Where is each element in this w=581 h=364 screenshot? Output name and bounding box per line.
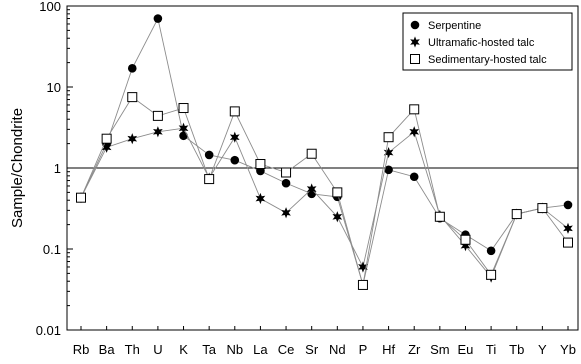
data-point-star <box>563 222 573 234</box>
x-tick-label: Nb <box>226 342 243 357</box>
data-point-open-square <box>306 148 317 159</box>
data-point-circle <box>384 165 393 175</box>
series-line <box>80 127 569 278</box>
y-axis-title: Sample/Chondrite <box>9 108 26 228</box>
x-tick-label: Ta <box>202 342 217 357</box>
x-tick-label: Ba <box>99 342 116 357</box>
legend-marker-circle <box>410 20 420 30</box>
x-tick-label: La <box>253 342 268 357</box>
y-axis: 0.01 0.1 1 10 100 <box>36 0 73 338</box>
data-point-star <box>153 126 163 138</box>
data-point-star <box>281 207 291 219</box>
y-tick-label: 1 <box>54 161 61 176</box>
x-tick-label: Nd <box>329 342 346 357</box>
data-point-star <box>127 133 138 145</box>
data-point-star <box>409 126 420 138</box>
x-tick-label: Th <box>125 342 140 357</box>
legend-marker-open-square <box>410 54 420 64</box>
data-point-open-square <box>332 187 343 198</box>
series-open-square <box>76 92 573 290</box>
data-point-circle <box>230 155 240 165</box>
legend-label: Ultramafic-hosted talc <box>428 37 535 49</box>
data-point-circle <box>179 131 188 141</box>
legend-marker-star <box>410 36 420 48</box>
data-point-star <box>383 146 394 159</box>
data-point-star <box>101 141 112 153</box>
data-point-open-square <box>101 133 112 144</box>
x-tick-label: Sm <box>430 342 450 357</box>
data-point-open-square <box>383 132 394 143</box>
data-point-open-square <box>409 104 420 115</box>
x-tick-label: Hf <box>382 342 395 357</box>
data-point-circle <box>409 172 419 182</box>
data-point-open-square <box>486 269 497 280</box>
data-point-circle <box>127 64 137 73</box>
legend-label: Sedimentary-hosted talc <box>428 54 547 66</box>
x-tick-label: Rb <box>73 342 90 357</box>
y-tick-label: 10 <box>47 80 61 95</box>
data-point-star <box>229 131 240 143</box>
data-point-open-square <box>229 106 240 117</box>
x-tick-label: Y <box>538 342 547 357</box>
data-point-open-square <box>563 237 573 248</box>
data-point-open-square <box>178 103 189 114</box>
data-point-circle <box>281 178 291 188</box>
x-tick-label: Ce <box>278 342 295 357</box>
data-point-circle <box>153 14 163 23</box>
data-point-open-square <box>537 203 548 214</box>
x-tick-label: Yb <box>560 342 576 357</box>
data-point-open-square <box>152 110 163 121</box>
y-tick-label: 0.01 <box>36 323 61 338</box>
y-tick-label: 0.1 <box>43 242 61 257</box>
data-point-circle <box>486 246 496 256</box>
x-tick-label: K <box>179 342 188 357</box>
data-point-open-square <box>511 209 522 220</box>
data-point-star <box>332 211 343 223</box>
x-axis: Rb Ba Th U K Ta Nb La Ce Sr Nd P Hf Zr Sm Eu Ti Tb Y Yb <box>73 326 576 357</box>
x-tick-label: Zr <box>408 342 421 357</box>
data-point-open-square <box>255 159 266 170</box>
x-tick-label: U <box>153 342 162 357</box>
x-tick-label: P <box>359 342 368 357</box>
x-tick-label: Ti <box>486 342 496 357</box>
x-tick-label: Tb <box>509 342 524 357</box>
data-point-star <box>178 122 189 134</box>
y-tick-label: 100 <box>39 0 61 14</box>
legend: Serpentine Ultramafic-hosted talc Sediment… <box>402 12 573 71</box>
x-tick-label: Eu <box>458 342 474 357</box>
legend-box <box>402 12 573 71</box>
legend-label: Serpentine <box>428 20 481 32</box>
series-line <box>80 96 569 286</box>
data-point-star <box>306 183 317 195</box>
data-point-open-square <box>460 234 471 245</box>
data-point-star <box>358 261 368 273</box>
data-point-circle <box>204 150 214 160</box>
data-point-open-square <box>357 279 368 290</box>
data-point-open-square <box>281 167 292 178</box>
data-point-open-square <box>76 192 86 203</box>
data-point-open-square <box>204 174 215 185</box>
series-layer <box>76 14 573 290</box>
series-line <box>80 17 569 286</box>
data-point-circle <box>563 200 573 210</box>
data-point-open-square <box>127 92 138 103</box>
data-point-open-square <box>434 211 445 222</box>
data-point-star <box>255 192 266 205</box>
data-point-star <box>460 240 471 252</box>
x-tick-label: Sr <box>305 342 319 357</box>
